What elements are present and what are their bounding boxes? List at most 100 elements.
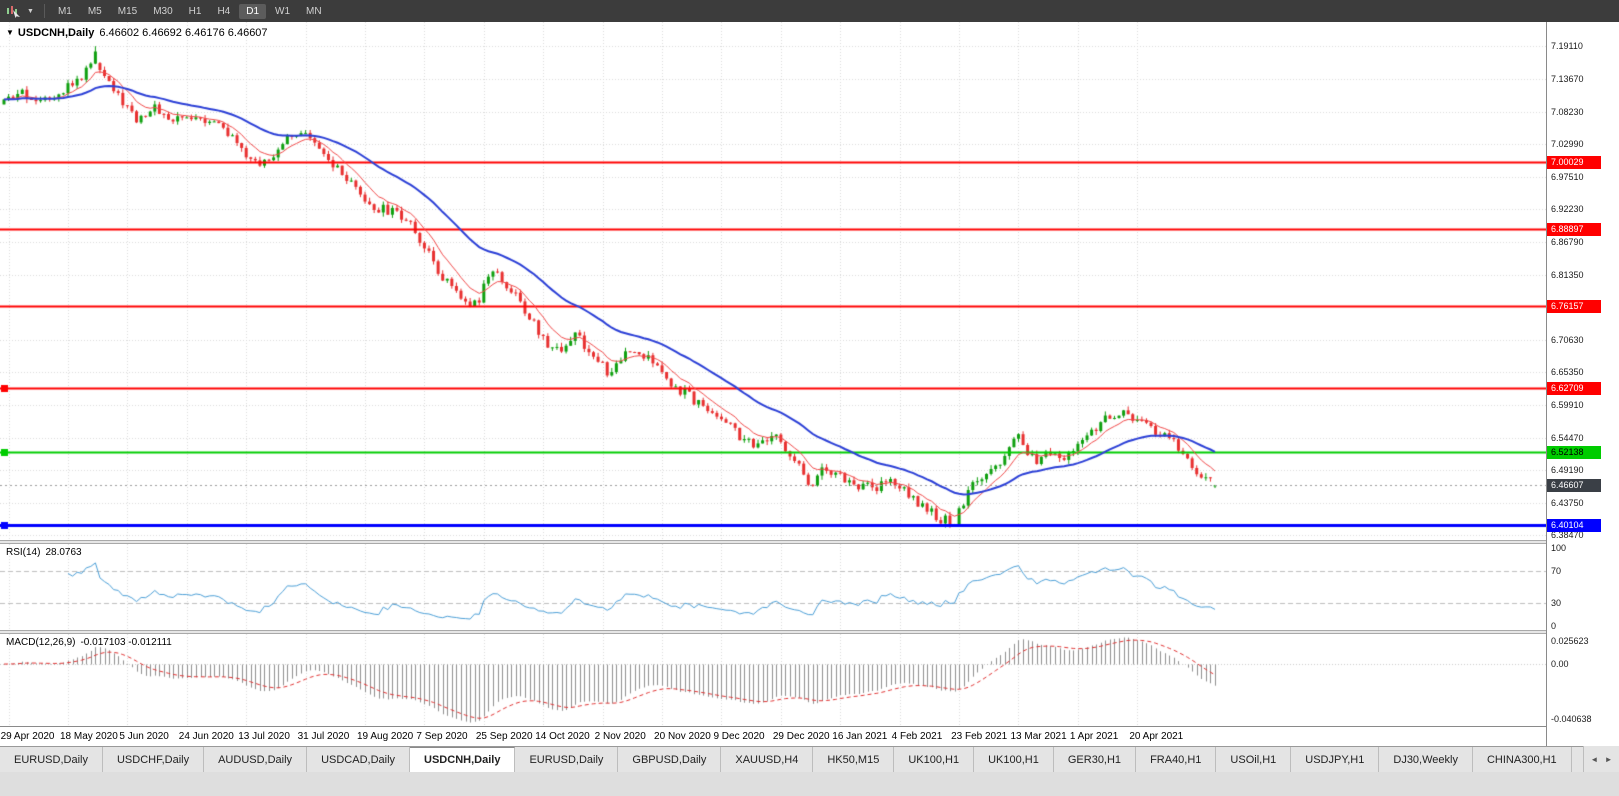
time-axis-label: 24 Jun 2020 [178,731,234,742]
chart-tab-china300-h1[interactable]: CHINA300,H1 [1472,747,1572,772]
price-axis-label: 7.08230 [1551,107,1584,118]
price-axis-label: 6.54470 [1551,432,1584,443]
time-axis-label: 4 Feb 2021 [891,731,943,742]
price-axis[interactable]: 7.19110 7.13670 7.08230 7.02990 6.97510 6.922… [1546,22,1619,746]
chart-tab-audusd-daily[interactable]: AUDUSD,Daily [204,747,308,772]
time-axis-label: 2 Nov 2020 [594,731,646,742]
chart-tab-gbpusd-daily[interactable]: GBPUSD,Daily [618,747,722,772]
rsi-indicator-label: RSI(14) 28.0763 [6,547,82,558]
time-axis-label: 31 Jul 2020 [297,731,350,742]
price-axis-label: 6.49190 [1551,464,1584,475]
time-axis-label: 1 Apr 2021 [1069,731,1119,742]
macd-axis-label: -0.040638 [1551,714,1592,724]
price-axis-label: 6.43750 [1551,497,1584,508]
price-axis-label: 6.59910 [1551,399,1584,410]
chart-tab-ger30-h1[interactable]: GER30,H1 [1053,747,1137,772]
macd-name: MACD(12,26,9) [6,637,76,648]
pane-separator[interactable] [0,540,1546,544]
chart-tab-uk100-h1[interactable]: UK100,H1 [894,747,975,772]
tab-scroll-buttons: ◄ ► [1583,746,1619,772]
timeframe-button-h1[interactable]: H1 [188,5,202,17]
price-axis-label: 6.70630 [1551,334,1584,345]
symbol-period-label: USDCNH,Daily [17,27,95,39]
macd-indicator-label: MACD(12,26,9) -0.017103 -0.012111 [6,637,172,648]
price-axis-label: 7.02990 [1551,138,1584,149]
timeframe-button-d1[interactable]: D1 [239,3,267,19]
time-axis-label: 16 Jan 2021 [832,731,888,742]
rsi-value: 28.0763 [45,547,82,558]
time-axis-label: 20 Apr 2021 [1129,731,1184,742]
chart-tabbar: EURUSD,Daily USDCHF,Daily AUDUSD,Daily USDC… [0,746,1619,772]
chart-tab-usdcnh-daily[interactable]: USDCNH,Daily [410,747,516,772]
price-axis-label: 6.65350 [1551,366,1584,377]
rsi-axis-label: 70 [1551,566,1562,577]
time-axis-label: 14 Oct 2020 [535,731,590,742]
timeframe-button-mn[interactable]: MN [306,5,322,17]
window-bottom-strip [0,772,1619,796]
timeframe-button-m5[interactable]: M5 [87,5,102,17]
rsi-name: RSI(14) [6,547,41,558]
price-level-badge: 6.88897 [1547,223,1601,237]
price-level-badge: 6.62709 [1547,381,1601,395]
tab-scroll-left-button[interactable]: ◄ [1590,754,1599,764]
macd-axis-label: 0.025623 [1551,636,1589,646]
price-axis-label: 6.38470 [1551,529,1584,540]
time-axis[interactable]: 29 Apr 2020 18 May 2020 5 Jun 2020 24 Jun 2… [0,726,1546,746]
time-axis-label: 13 Jul 2020 [238,731,290,742]
chart-tab-usdchf-daily[interactable]: USDCHF,Daily [102,747,205,772]
chart-tab-usoil-h1[interactable]: USOil,H1 [1216,747,1292,772]
macd-canvas[interactable] [0,634,1546,726]
price-axis-label: 6.81350 [1551,269,1584,280]
price-level-badge: 6.40104 [1547,518,1601,532]
chart-tab-dj30-weekly[interactable]: DJ30,Weekly [1379,747,1473,772]
time-axis-label: 29 Dec 2020 [772,731,830,742]
price-axis-label: 6.92230 [1551,204,1584,215]
timeframe-button-m1[interactable]: M1 [57,5,72,17]
price-level-badge: 7.00029 [1547,155,1601,169]
tab-scroll-right-button[interactable]: ► [1604,754,1613,764]
chart-tab-usdjpy-h1[interactable]: USDJPY,H1 [1291,747,1380,772]
ohlc-values: 6.46602 6.46692 6.46176 6.46607 [99,27,268,39]
chart-tab-usdcad-daily[interactable]: USDCAD,Daily [307,747,411,772]
time-axis-label: 13 Mar 2021 [1010,731,1067,742]
chart-tab-eurusd-daily[interactable]: EURUSD,Daily [515,747,619,772]
chart-corner-arrow-icon: ▼ [6,28,14,37]
time-axis-label: 19 Aug 2020 [357,731,414,742]
current-price-badge: 6.46607 [1547,479,1601,493]
timeframe-button-w1[interactable]: W1 [275,5,291,17]
pane-separator[interactable] [0,630,1546,634]
time-axis-label: 5 Jun 2020 [119,731,169,742]
top-toolbar: ▼ M1 M5 M15 M30 H1 H4 D1 W1 MN [0,0,1619,22]
timeframe-button-m15[interactable]: M15 [117,5,138,17]
chart-tab-uk100-h1[interactable]: UK100,H1 [974,747,1054,772]
price-level-badge: 6.52138 [1547,445,1601,459]
timeframe-buttons: M1 M5 M15 M30 H1 H4 D1 W1 MN [51,3,329,19]
chart-tab-eurusd-daily[interactable]: EURUSD,Daily [0,747,103,772]
chart-dropdown-caret-icon[interactable]: ▼ [27,7,34,15]
price-axis-label: 6.86790 [1551,236,1584,247]
timeframe-button-h4[interactable]: H4 [217,5,231,17]
time-axis-label: 9 Dec 2020 [713,731,765,742]
time-axis-label: 7 Sep 2020 [416,731,468,742]
chart-title-ohlc: ▼ USDCNH,Daily 6.46602 6.46692 6.46176 6.4… [6,27,268,39]
rsi-axis-label: 30 [1551,597,1562,608]
main-chart-canvas[interactable] [0,22,1546,540]
time-axis-label: 23 Feb 2021 [951,731,1008,742]
macd-values: -0.017103 -0.012111 [80,637,172,648]
price-axis-label: 6.97510 [1551,172,1584,183]
macd-axis-label: 0.00 [1551,658,1569,669]
chart-tab-hk50-m15[interactable]: HK50,M15 [813,747,895,772]
chart-tab-xauusd-h4[interactable]: XAUUSD,H4 [721,747,814,772]
rsi-canvas[interactable] [0,544,1546,630]
price-level-badge: 6.76157 [1547,300,1601,314]
chart-type-icon[interactable] [6,5,21,18]
time-axis-label: 29 Apr 2020 [0,731,55,742]
time-axis-label: 25 Sep 2020 [475,731,533,742]
time-axis-label: 18 May 2020 [59,731,118,742]
rsi-axis-label: 100 [1551,543,1567,553]
price-axis-label: 7.19110 [1551,41,1583,52]
timeframe-button-m30[interactable]: M30 [153,5,173,17]
time-axis-label: 20 Nov 2020 [654,731,711,742]
chart-tab-fra40-h1[interactable]: FRA40,H1 [1136,747,1217,772]
